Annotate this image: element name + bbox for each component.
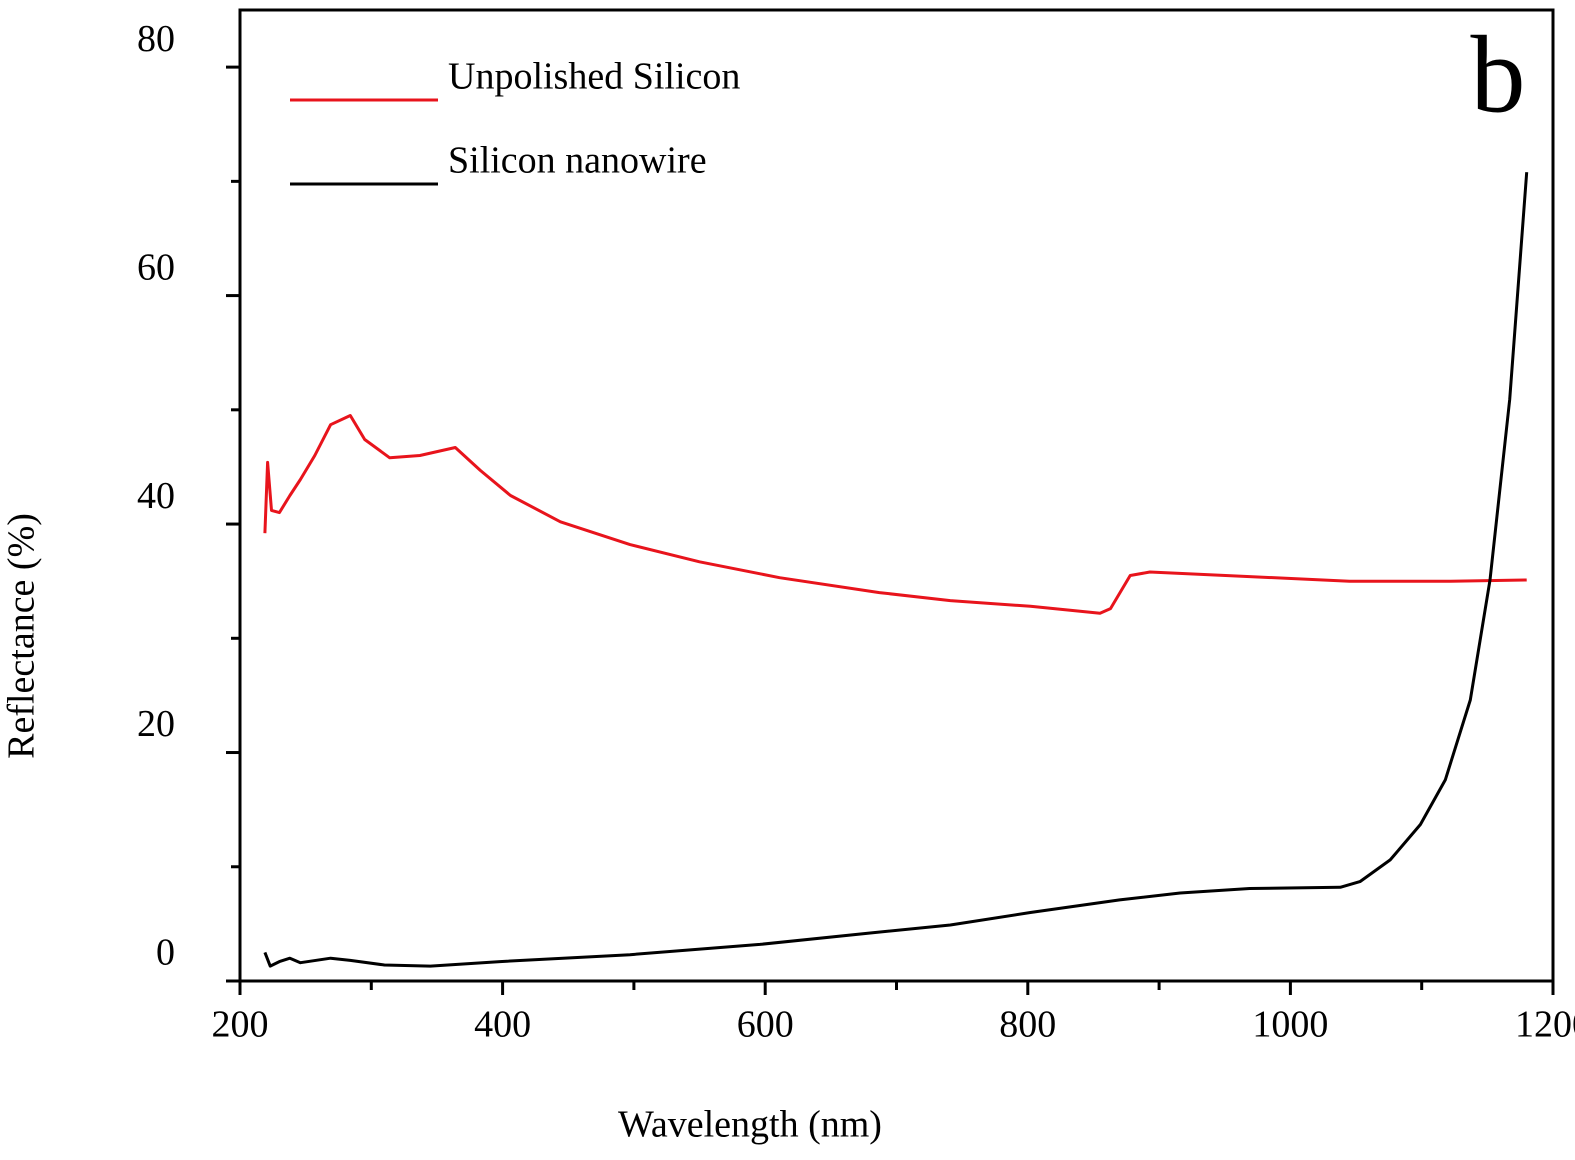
series-line	[263, 172, 1529, 968]
x-tick-label: 200	[212, 1004, 269, 1046]
y-tick-label: 40	[137, 475, 175, 517]
x-tick-label: 1200	[1515, 1004, 1575, 1046]
y-tick-label: 20	[137, 703, 175, 745]
x-tick-label: 400	[474, 1004, 531, 1046]
series-line	[263, 414, 1527, 615]
panel-label: b	[1471, 13, 1526, 135]
y-tick-label: 80	[137, 18, 175, 60]
y-tick-label: 0	[156, 932, 175, 974]
x-tick-label: 800	[999, 1004, 1056, 1046]
x-tick-label: 600	[737, 1004, 794, 1046]
y-tick-label: 60	[137, 246, 175, 288]
legend-label: Unpolished Silicon	[448, 56, 740, 98]
legend-label: Silicon nanowire	[448, 140, 707, 182]
x-tick-label: 1000	[1252, 1004, 1328, 1046]
y-axis-title: Reflectance (%)	[1, 513, 43, 759]
x-axis-title: Wavelength (nm)	[618, 1104, 882, 1146]
plot-frame	[238, 8, 1555, 983]
